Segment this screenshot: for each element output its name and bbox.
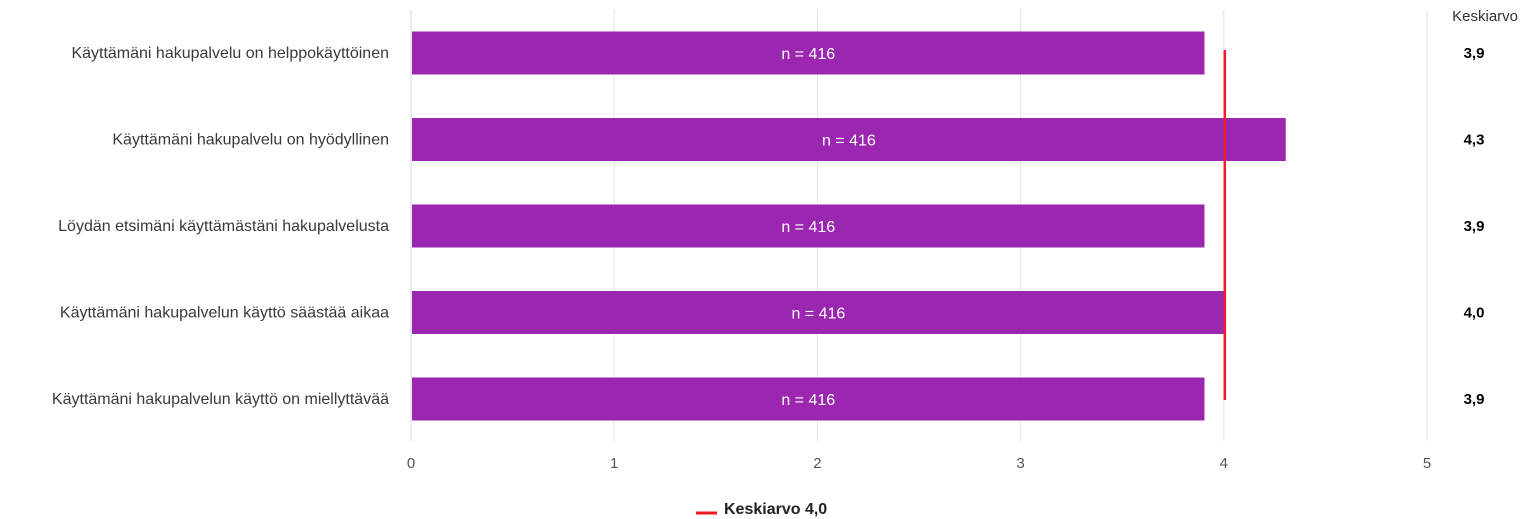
- x-tick-label: 2: [813, 455, 821, 472]
- bar: [412, 31, 1205, 75]
- bar-n-label: n = 416: [791, 306, 845, 323]
- x-tick-label: 5: [1423, 455, 1431, 472]
- mean-column-header: Keskiarvo: [1452, 8, 1518, 25]
- bar-n-label: n = 416: [781, 392, 835, 409]
- bar: [412, 291, 1225, 334]
- category-label: Käyttämäni hakupalvelu on helppokäyttöin…: [71, 45, 389, 62]
- x-tick-label: 1: [610, 455, 618, 472]
- x-tick-label: 0: [407, 455, 415, 472]
- category-label: Käyttämäni hakupalvelun käyttö säästää a…: [60, 305, 389, 322]
- bars: n = 416 n = 416 n = 416 n = 416 n = 416: [412, 31, 1286, 421]
- category-label: Käyttämäni hakupalvelun käyttö on mielly…: [52, 391, 389, 408]
- mean-value: 4,3: [1464, 132, 1485, 149]
- bar-n-label: n = 416: [822, 133, 876, 150]
- mean-value: 3,9: [1464, 218, 1485, 235]
- category-label: Löydän etsimäni käyttämästäni hakupalvel…: [58, 218, 389, 235]
- mean-value: 3,9: [1464, 391, 1485, 408]
- bar: [412, 204, 1205, 248]
- x-tick-label: 4: [1220, 455, 1228, 472]
- bar-n-label: n = 416: [781, 46, 835, 63]
- bar-n-label: n = 416: [781, 219, 835, 236]
- legend: Keskiarvo 4,0: [696, 501, 827, 518]
- bar: [412, 118, 1286, 161]
- bar: [412, 377, 1205, 421]
- x-axis-ticks: 0 1 2 3 4 5: [407, 455, 1431, 472]
- mean-value: 3,9: [1464, 45, 1485, 62]
- x-tick-label: 3: [1016, 455, 1024, 472]
- category-label: Käyttämäni hakupalvelu on hyödyllinen: [112, 132, 389, 149]
- legend-label: Keskiarvo 4,0: [724, 501, 827, 518]
- category-labels: Käyttämäni hakupalvelu on helppokäyttöin…: [52, 45, 389, 408]
- mean-value: 4,0: [1464, 305, 1485, 322]
- mean-column: Keskiarvo 3,9 4,3 3,9 4,0 3,9: [1452, 8, 1518, 408]
